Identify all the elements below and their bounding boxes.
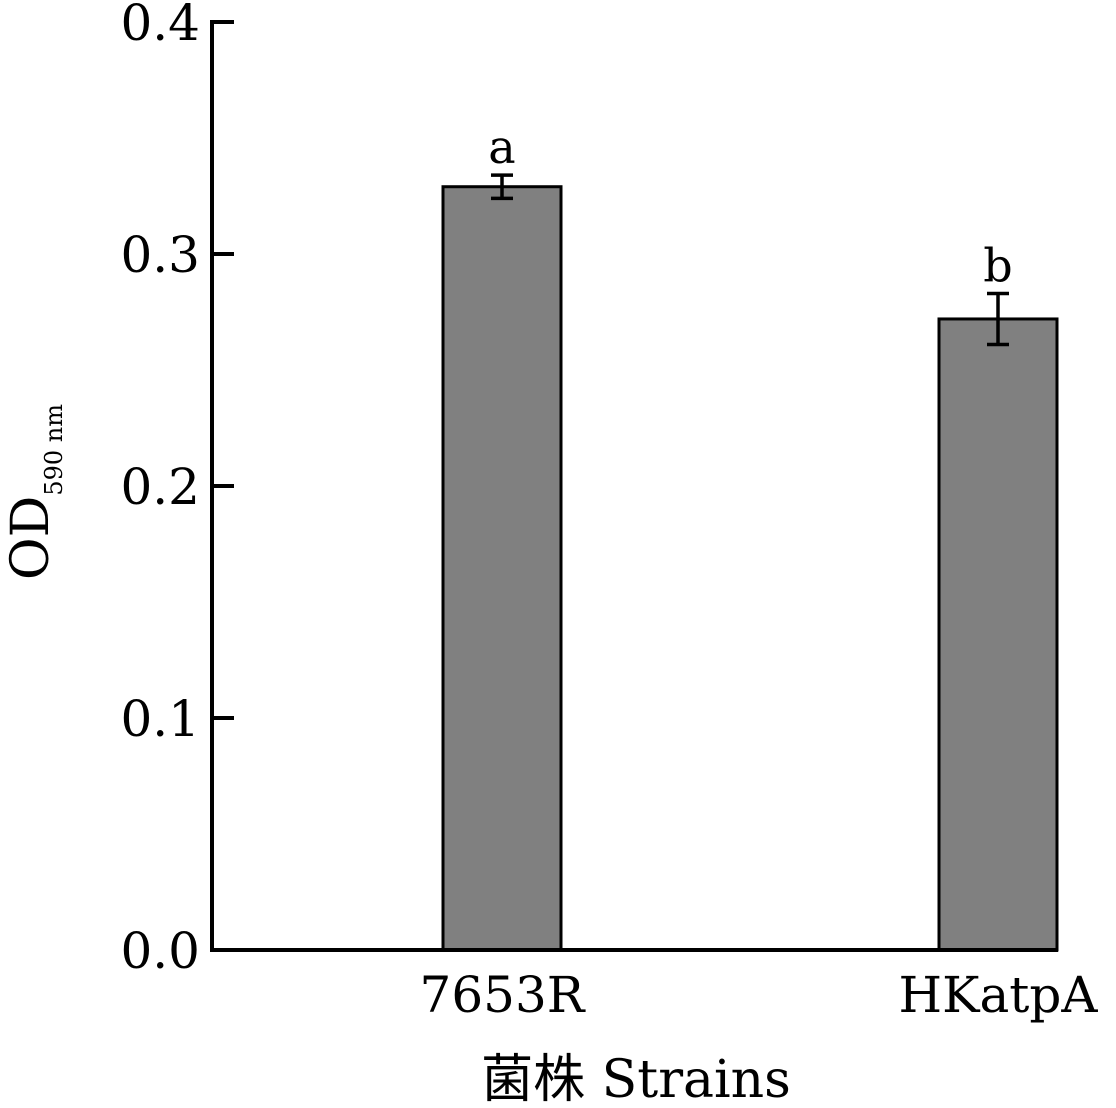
error-bars-layer (491, 173, 1009, 347)
labels-layer: a 7653R b HKatpA 0.0 0.1 0.2 0.3 0.4 (120, 0, 1098, 1024)
y-tick-label: 0.0 (120, 922, 200, 980)
x-tick-label: HKatpA (899, 966, 1099, 1024)
bar-7653r (441, 185, 563, 952)
axes-layer (210, 20, 1058, 952)
bar-hkatpa (937, 317, 1059, 952)
y-tick-label: 0.4 (120, 0, 200, 52)
y-axis-title-subscript: 590 nm (40, 404, 68, 496)
y-tick-label: 0.1 (120, 690, 200, 748)
x-axis-title: 菌株 Strains (481, 1050, 791, 1108)
y-tick-label: 0.2 (120, 458, 200, 516)
y-axis-title-main: OD (1, 496, 61, 580)
x-tick-label: 7653R (420, 966, 586, 1024)
significance-label: a (488, 120, 515, 174)
bars-layer (441, 185, 1059, 952)
y-tick-label: 0.3 (120, 226, 200, 284)
y-axis-title: OD590 nm (1, 404, 68, 580)
significance-label: b (983, 238, 1012, 292)
